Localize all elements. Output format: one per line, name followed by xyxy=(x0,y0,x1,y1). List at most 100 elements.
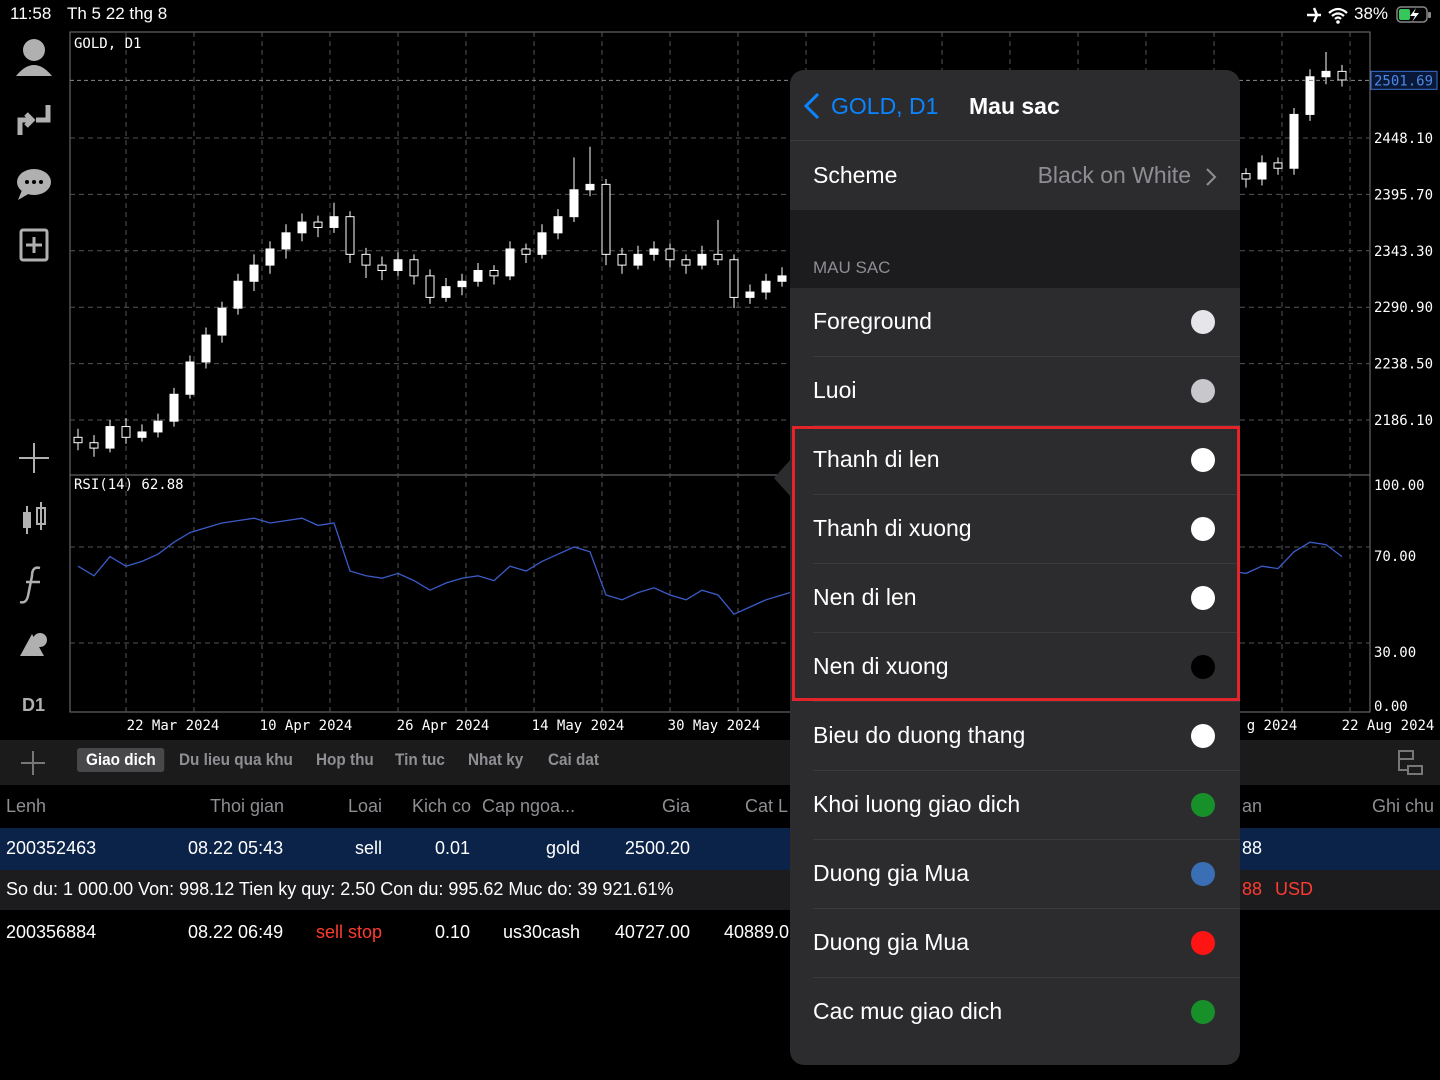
candle-body xyxy=(1289,113,1299,169)
color-swatch[interactable] xyxy=(1191,586,1215,610)
tab[interactable]: Tin tuc xyxy=(395,750,445,769)
color-swatch[interactable] xyxy=(1191,379,1215,403)
rsi-tick-label: 0.00 xyxy=(1374,699,1408,715)
candle-body xyxy=(649,248,659,255)
color-row[interactable]: Foreground xyxy=(790,288,1240,357)
account-icon[interactable] xyxy=(16,39,52,76)
col-header[interactable]: Cat L xyxy=(745,796,789,816)
order-profit: 88 xyxy=(1242,838,1263,858)
candle-body xyxy=(1305,76,1315,115)
candle-body xyxy=(585,183,595,191)
candle-body xyxy=(345,216,355,255)
candle-body xyxy=(457,280,467,288)
color-swatch[interactable] xyxy=(1191,448,1215,472)
tab[interactable]: Giao dich xyxy=(77,748,165,772)
order-id[interactable]: 200356884 xyxy=(6,922,97,942)
candle-body xyxy=(601,183,611,255)
color-label: Thanh di xuong xyxy=(813,515,972,541)
objects-icon[interactable] xyxy=(20,633,47,656)
back-button[interactable]: GOLD, D1 xyxy=(831,93,939,119)
col-header[interactable]: Loai xyxy=(347,796,382,816)
color-row[interactable]: Nen di len xyxy=(790,564,1240,633)
popup-arrow xyxy=(774,458,792,498)
layout-button[interactable] xyxy=(1396,748,1426,778)
scheme-label[interactable]: Scheme xyxy=(813,162,898,188)
color-popup: GOLD, D1 Mau sac Scheme Black on White M… xyxy=(790,70,1240,1065)
col-header[interactable]: Cap ngoa... xyxy=(482,796,576,816)
color-swatch[interactable] xyxy=(1191,931,1215,955)
candle-body xyxy=(441,286,451,298)
color-row[interactable]: Luoi xyxy=(790,357,1240,426)
candle-body xyxy=(185,361,195,395)
candle-body xyxy=(681,259,691,266)
price-label: 2501.69 xyxy=(1374,73,1433,89)
color-swatch[interactable] xyxy=(1191,655,1215,679)
tab[interactable]: Nhat ky xyxy=(468,750,524,769)
back-chevron[interactable] xyxy=(802,92,822,120)
timeframe[interactable]: D1 xyxy=(22,695,46,715)
candle-body xyxy=(617,253,627,266)
chat-icon[interactable] xyxy=(17,169,51,200)
color-row[interactable]: Duong gia Mua xyxy=(790,840,1240,909)
order-type: sell stop xyxy=(315,922,382,942)
candle-body xyxy=(217,307,227,336)
tab[interactable]: Cai dat xyxy=(548,750,600,769)
order-size: 0.01 xyxy=(434,838,470,858)
new-chart-icon[interactable] xyxy=(19,228,49,262)
separator xyxy=(813,908,1240,909)
color-row[interactable]: Khoi luong giao dich xyxy=(790,771,1240,840)
order-type: sell xyxy=(354,838,382,858)
candle-body xyxy=(1273,162,1283,169)
col-header[interactable]: an xyxy=(1242,796,1263,816)
color-swatch[interactable] xyxy=(1191,310,1215,334)
indicator-icon[interactable] xyxy=(19,566,41,604)
color-swatch[interactable] xyxy=(1191,724,1215,748)
crosshair-icon[interactable] xyxy=(19,443,49,473)
candle-body xyxy=(377,264,387,271)
candle-body xyxy=(553,216,563,234)
candle-body xyxy=(777,275,787,282)
tab[interactable]: Hop thu xyxy=(316,750,374,769)
color-row[interactable]: Duong gia Mua xyxy=(790,909,1240,978)
color-row[interactable]: Cac muc giao dich xyxy=(790,978,1240,1047)
color-swatch[interactable] xyxy=(1191,1000,1215,1024)
scheme-value[interactable]: Black on White xyxy=(1037,162,1191,188)
color-row[interactable]: Thanh di xuong xyxy=(790,495,1240,564)
candle-body xyxy=(713,253,723,261)
candle-body xyxy=(745,291,755,298)
color-row[interactable]: Nen di xuong xyxy=(790,633,1240,702)
candle-body xyxy=(313,221,323,228)
add-tab[interactable] xyxy=(18,748,48,778)
separator xyxy=(813,977,1240,978)
color-swatch[interactable] xyxy=(1191,862,1215,886)
col-header[interactable]: Ghi chu xyxy=(1371,796,1434,816)
color-row[interactable]: Thanh di len xyxy=(790,426,1240,495)
status-date: Th 5 22 thg 8 xyxy=(67,4,168,23)
color-swatch[interactable] xyxy=(1191,517,1215,541)
color-label: Khoi luong giao dich xyxy=(813,791,1021,817)
order-symbol: gold xyxy=(545,838,580,858)
color-row[interactable]: Bieu do duong thang xyxy=(790,702,1240,771)
col-header[interactable]: Thoi gian xyxy=(209,796,284,816)
chart-type-icon[interactable] xyxy=(23,502,46,534)
candle-body xyxy=(105,426,115,449)
rsi-tick-label: 70.00 xyxy=(1374,549,1416,565)
battery-icon xyxy=(1396,6,1431,23)
col-header[interactable]: Gia xyxy=(661,796,690,816)
rsi-tick-label: 100.00 xyxy=(1374,478,1425,494)
color-label: Duong gia Mua xyxy=(813,860,969,886)
candle-body xyxy=(505,248,515,277)
color-swatch[interactable] xyxy=(1191,793,1215,817)
col-header[interactable]: Lenh xyxy=(6,796,47,816)
price-tick-label: 2186.10 xyxy=(1374,413,1433,429)
date-label: 30 May 2024 xyxy=(668,718,761,734)
tab[interactable]: Du lieu qua khu xyxy=(179,750,293,769)
order-id[interactable]: 200352463 xyxy=(6,838,97,858)
trade-icon[interactable] xyxy=(17,105,51,135)
candle-body xyxy=(137,431,147,438)
sidebar xyxy=(16,39,52,656)
rsi-label: RSI(14) 62.88 xyxy=(74,477,184,493)
candle-body xyxy=(1257,162,1267,180)
col-header[interactable]: Kich co xyxy=(411,796,471,816)
